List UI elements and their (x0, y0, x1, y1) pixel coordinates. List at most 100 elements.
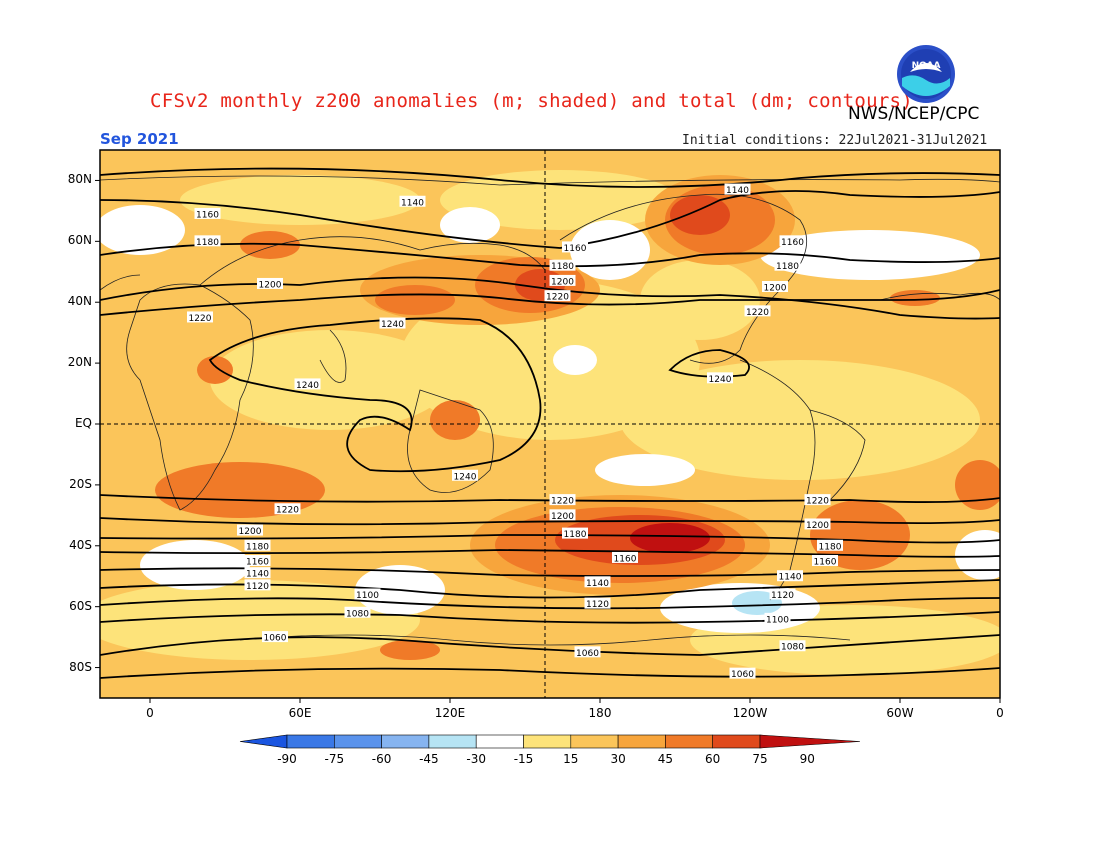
contour-label: 1180 (244, 539, 271, 552)
agency-label: NWS/NCEP/CPC (848, 104, 980, 124)
colorbar-label: 30 (610, 752, 626, 766)
noaa-logo-icon: NOAA (897, 45, 955, 103)
contour-value: 1120 (771, 591, 794, 601)
contour-label: 1220 (274, 503, 301, 516)
contour-label: 1220 (744, 305, 771, 318)
contour-value: 1200 (764, 284, 787, 294)
contour-value: 1100 (766, 615, 789, 625)
contour-value: 1140 (401, 198, 424, 208)
colorbar-cell (475, 734, 524, 749)
colorbar-label: 15 (563, 752, 579, 766)
contour-label: 1080 (779, 640, 806, 653)
contour-label: 1140 (584, 576, 611, 589)
contour-label: 1160 (244, 555, 271, 568)
contour-value: 1160 (564, 244, 587, 254)
contour-value: 1160 (814, 558, 837, 568)
contour-value: 1240 (381, 320, 404, 330)
contour-value: 1220 (551, 497, 574, 507)
contour-value: 1180 (196, 238, 219, 248)
colorbar-cell (570, 734, 619, 749)
lat-label: 40S (69, 537, 92, 552)
lon-label: 180 (588, 706, 612, 720)
contour-value: 1180 (551, 262, 574, 272)
axis-ticks (95, 179, 1001, 703)
contour-label: 1160 (562, 241, 588, 254)
contour-label: 1220 (804, 494, 831, 507)
contour-label: 1060 (574, 646, 601, 659)
contour-label: 1200 (549, 274, 576, 287)
lon-label: 0 (146, 706, 154, 720)
contour-label: 1200 (549, 509, 576, 522)
lat-label: 20S (69, 476, 92, 491)
lon-label: 120W (732, 706, 768, 720)
colorbar-label: 75 (752, 752, 768, 766)
contour-label: 1200 (237, 524, 263, 537)
colorbar-label: -15 (513, 752, 534, 766)
contour-label: 1140 (724, 183, 751, 196)
contour-labels: 1140 1140 1160 1160 1160 1180 1180 1180 1200 1200… (187, 183, 843, 680)
contour-label: 1080 (344, 606, 371, 619)
contour-value: 1160 (196, 210, 219, 220)
lat-label: 80S (69, 659, 92, 674)
contour-value: 1140 (586, 579, 609, 589)
contour-value: 1220 (806, 497, 829, 507)
contour-value: 1220 (189, 314, 212, 324)
lon-label: 60W (886, 706, 914, 720)
colorbar-cell (381, 734, 430, 749)
contour-value: 1060 (264, 634, 287, 644)
contour-value: 1080 (346, 609, 369, 619)
lat-label: 60N (67, 233, 92, 248)
contour-value: 1160 (781, 238, 804, 248)
contour-label: 1180 (549, 259, 576, 272)
contour-value: 1120 (246, 582, 269, 592)
contour-label: 1140 (244, 567, 271, 580)
contour-label: 1140 (777, 570, 803, 583)
lon-label: 120E (434, 706, 466, 720)
lon-label: 0 (996, 706, 1004, 720)
contour-label: 1220 (549, 494, 576, 507)
initial-conditions: Initial conditions: 22Jul2021-31Jul2021 (682, 133, 988, 148)
contour-value: 1120 (586, 600, 609, 610)
contour-value: 1140 (726, 186, 749, 196)
contour-label: 1240 (379, 317, 406, 330)
colorbar-label: -30 (466, 752, 486, 766)
colorbar-label: 90 (799, 752, 815, 766)
colorbar-cell (712, 734, 761, 749)
contour-label: 1240 (707, 372, 733, 385)
contour-value: 1140 (779, 573, 802, 583)
contour-value: 1180 (246, 542, 269, 552)
contour-label: 1060 (729, 667, 756, 680)
contour-value: 1200 (551, 512, 574, 522)
contour-value: 1080 (781, 643, 804, 653)
colorbar-label: -75 (324, 752, 345, 766)
contour-label: 1060 (262, 631, 288, 644)
contour-label: 1120 (584, 597, 611, 610)
contour-value: 1180 (776, 262, 799, 272)
contour-value: 1220 (546, 293, 569, 303)
colorbar-cell (523, 734, 572, 749)
contour-label: 1240 (452, 469, 478, 482)
contour-value: 1240 (454, 472, 477, 482)
contour-label: 1180 (194, 235, 221, 248)
contour-label: 1120 (244, 579, 271, 592)
map-title: CFSv2 monthly z200 anomalies (m; shaded)… (150, 90, 914, 112)
contour-label: 1160 (812, 555, 838, 568)
contour-value: 1220 (276, 506, 299, 516)
contour-label: 1100 (764, 612, 791, 625)
contour-label: 1220 (544, 290, 571, 303)
noaa-logo-text: NOAA (912, 61, 941, 71)
colorbar-label: -60 (371, 752, 392, 766)
contour-label: 1160 (779, 235, 806, 248)
contour-value: 1160 (614, 554, 637, 564)
contour-label: 1120 (769, 588, 796, 601)
colorbar-cell (617, 734, 666, 749)
contour-value: 1140 (246, 570, 269, 580)
colorbar-label: -90 (277, 752, 297, 766)
contour-label: 1240 (294, 378, 321, 391)
colorbar-label: -45 (419, 752, 439, 766)
lat-label: EQ (74, 416, 92, 430)
contour-value: 1060 (576, 649, 599, 659)
lat-label: 60S (69, 598, 92, 613)
contour-value: 1200 (239, 527, 262, 537)
